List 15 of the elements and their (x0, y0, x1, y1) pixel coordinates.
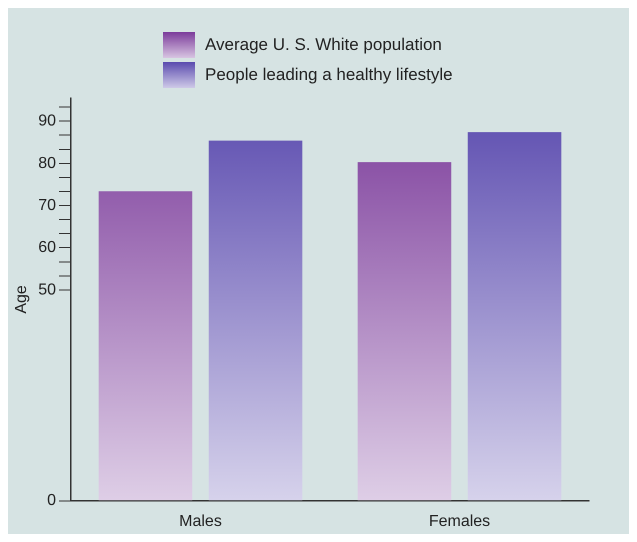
y-tick-label: 90 (38, 112, 56, 130)
bar (98, 191, 192, 500)
y-tick-label: 70 (38, 196, 56, 214)
y-tick-label: 60 (38, 239, 56, 256)
bar (208, 140, 302, 500)
bar (358, 162, 452, 500)
y-tick-label: 80 (38, 154, 56, 172)
x-tick-label: Females (428, 512, 490, 530)
x-tick-label: Males (179, 512, 222, 530)
y-tick-label: 50 (38, 281, 56, 298)
bar (468, 132, 562, 500)
y-axis-title: Age (13, 285, 30, 314)
legend-label: People leading a healthy lifestyle (205, 65, 453, 85)
y-tick-label: 0 (47, 492, 56, 510)
legend-label: Average U. S. White population (205, 35, 442, 55)
